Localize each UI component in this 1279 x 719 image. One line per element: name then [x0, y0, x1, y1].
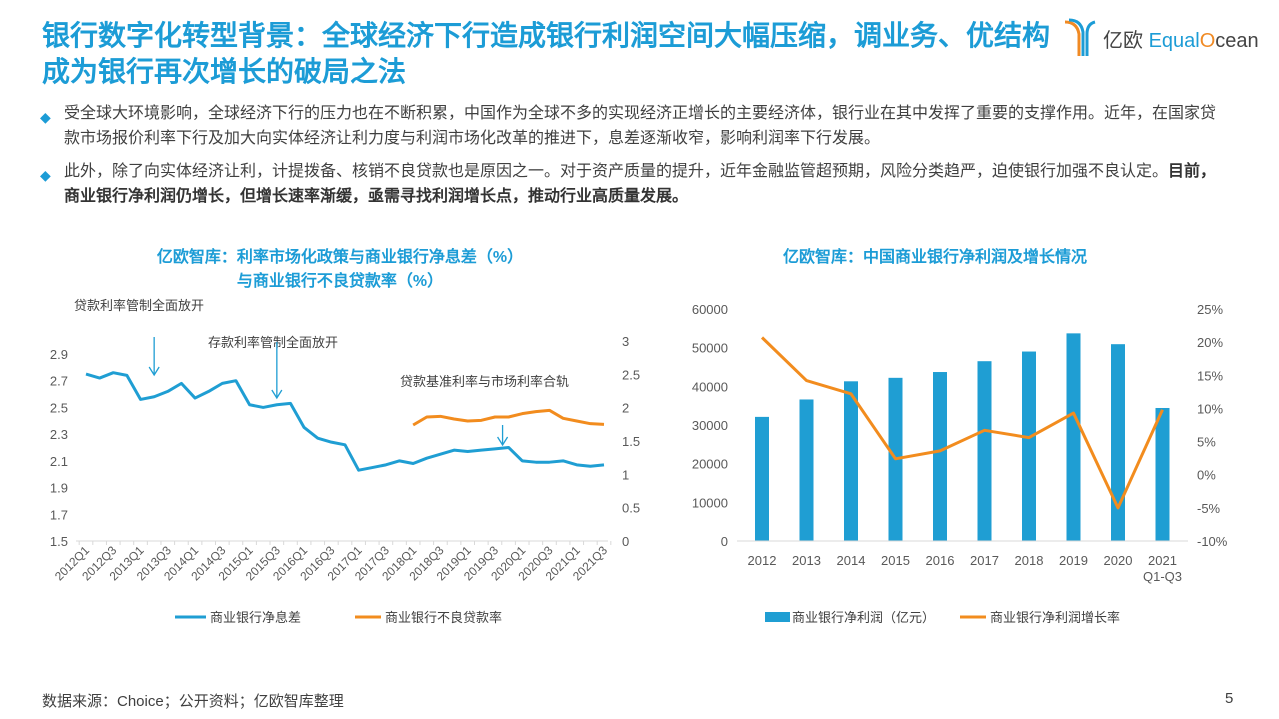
legend-swatch-profit	[765, 612, 790, 622]
left-y-tick-label: 40000	[692, 379, 728, 394]
npl-series-line	[412, 408, 605, 427]
right-y-tick-label: 1.5	[622, 434, 640, 449]
left-y-tick-label: 60000	[692, 302, 728, 317]
logo: 亿欧 EqualOcean	[1063, 18, 1259, 58]
diamond-bullet-icon: ◆	[40, 167, 51, 183]
profit-bar	[1155, 407, 1170, 541]
right-y-tick-label: 20%	[1197, 335, 1223, 350]
bullet-item: ◆ 受全球大环境影响，全球经济下行的压力也在不断积累，中国作为全球不多的实现经济…	[40, 105, 1217, 147]
right-chart-title: 亿欧智库：中国商业银行净利润及增长情况	[782, 249, 1087, 266]
profit-bar	[1022, 351, 1036, 541]
right-y-tick-label: 5%	[1197, 435, 1216, 450]
right-y-tick-label: 2.5	[622, 367, 640, 382]
x-tick-label: 2016	[926, 553, 955, 568]
left-y-tick-label: 1.9	[50, 481, 68, 496]
right-y-tick-label: 0.5	[622, 501, 640, 516]
right-y-tick-label: -10%	[1197, 534, 1228, 549]
left-y-tick-label: 10000	[692, 495, 728, 510]
right-y-tick-label: 2	[622, 401, 629, 416]
logo-mark-icon	[1064, 18, 1096, 56]
logo-text: 亿欧 EqualOcean	[1103, 29, 1259, 52]
x-tick-label: 2018	[1015, 553, 1044, 568]
right-y-tick-label: 0%	[1197, 468, 1216, 483]
right-y-tick-label: -5%	[1197, 501, 1221, 516]
left-y-tick-label: 2.7	[50, 374, 68, 389]
legend-label-nim: 商业银行净息差	[210, 610, 301, 625]
annotation-label: 存款利率管制全面放开	[208, 335, 338, 350]
right-y-tick-label: 3	[622, 334, 629, 349]
right-y-tick-label: 15%	[1197, 368, 1223, 383]
arrow-head-icon	[497, 436, 509, 447]
x-tick-label: 2012	[748, 553, 777, 568]
right-y-tick-label: 10%	[1197, 401, 1223, 416]
left-y-tick-label: 2.9	[50, 347, 68, 362]
profit-bar	[977, 361, 992, 541]
page-title: 银行数字化转型背景：全球经济下行造成银行利润空间大幅压缩，调业务、优结构成为银行…	[42, 20, 1051, 87]
left-y-tick-label: 1.7	[50, 507, 68, 522]
legend-label-growth: 商业银行净利润增长率	[990, 610, 1120, 625]
left-y-tick-label: 2.5	[50, 400, 68, 415]
legend-label-profit: 商业银行净利润（亿元）	[792, 610, 935, 625]
left-y-tick-label: 50000	[692, 341, 728, 356]
right-y-tick-label: 0	[622, 534, 629, 549]
profit-bar	[1111, 344, 1125, 541]
growth-rate-line	[760, 336, 1164, 510]
x-tick-label: 2020	[1104, 553, 1133, 568]
nim-series-line	[85, 371, 605, 472]
right-y-tick-label: 1	[622, 467, 629, 482]
left-chart-title: 亿欧智库：利率市场化政策与商业银行净息差（%） 与商业银行不良贷款率（%）	[156, 249, 524, 290]
profit-bar	[1066, 333, 1081, 541]
x-tick-label: 2017	[970, 553, 999, 568]
x-tick-label: 2014	[837, 553, 866, 568]
bullet-item: ◆ 此外，除了向实体经济让利，计提拨备、核销不良贷款也是原因之一。对于资产质量的…	[40, 163, 1217, 205]
annotation-label: 贷款利率管制全面放开	[74, 298, 204, 313]
x-tick-label: 2021	[1148, 553, 1177, 568]
profit-bar	[755, 416, 769, 541]
left-y-tick-label: 2.1	[50, 454, 68, 469]
page-number: 5	[1225, 690, 1234, 707]
arrow-head-icon	[271, 389, 283, 400]
profit-bar	[933, 372, 947, 541]
right-y-tick-label: 25%	[1197, 302, 1223, 317]
x-tick-label: 2015	[881, 553, 910, 568]
annotation-label: 贷款基准利率与市场利率合轨	[400, 374, 569, 389]
diamond-bullet-icon: ◆	[40, 109, 51, 125]
x-tick-label: 2019	[1059, 553, 1088, 568]
arrow-head-icon	[148, 366, 160, 377]
x-tick-label: 2013	[792, 553, 821, 568]
x-tick-sublabel: Q1-Q3	[1143, 569, 1182, 584]
left-y-tick-label: 2.3	[50, 427, 68, 442]
profit-bar	[844, 381, 858, 541]
profit-bar	[799, 399, 814, 541]
legend-label-npl: 商业银行不良贷款率	[385, 610, 502, 625]
left-y-tick-label: 1.5	[50, 534, 68, 549]
left-y-tick-label: 0	[721, 534, 728, 549]
net-profit-bar-chart: 0 10000 20000 30000 40000 50000 60000 -10% -5% 0%…	[692, 302, 1228, 625]
data-source: 数据来源：Choice；公开资料；亿欧智库整理	[42, 693, 344, 710]
nim-npl-line-chart: 1.51.71.92.12.32.52.72.900.511.522.53201…	[50, 298, 640, 625]
bullet-list: ◆ 受全球大环境影响，全球经济下行的压力也在不断积累，中国作为全球不多的实现经济…	[40, 101, 1230, 217]
left-y-tick-label: 30000	[692, 418, 728, 433]
left-y-tick-label: 20000	[692, 457, 728, 472]
